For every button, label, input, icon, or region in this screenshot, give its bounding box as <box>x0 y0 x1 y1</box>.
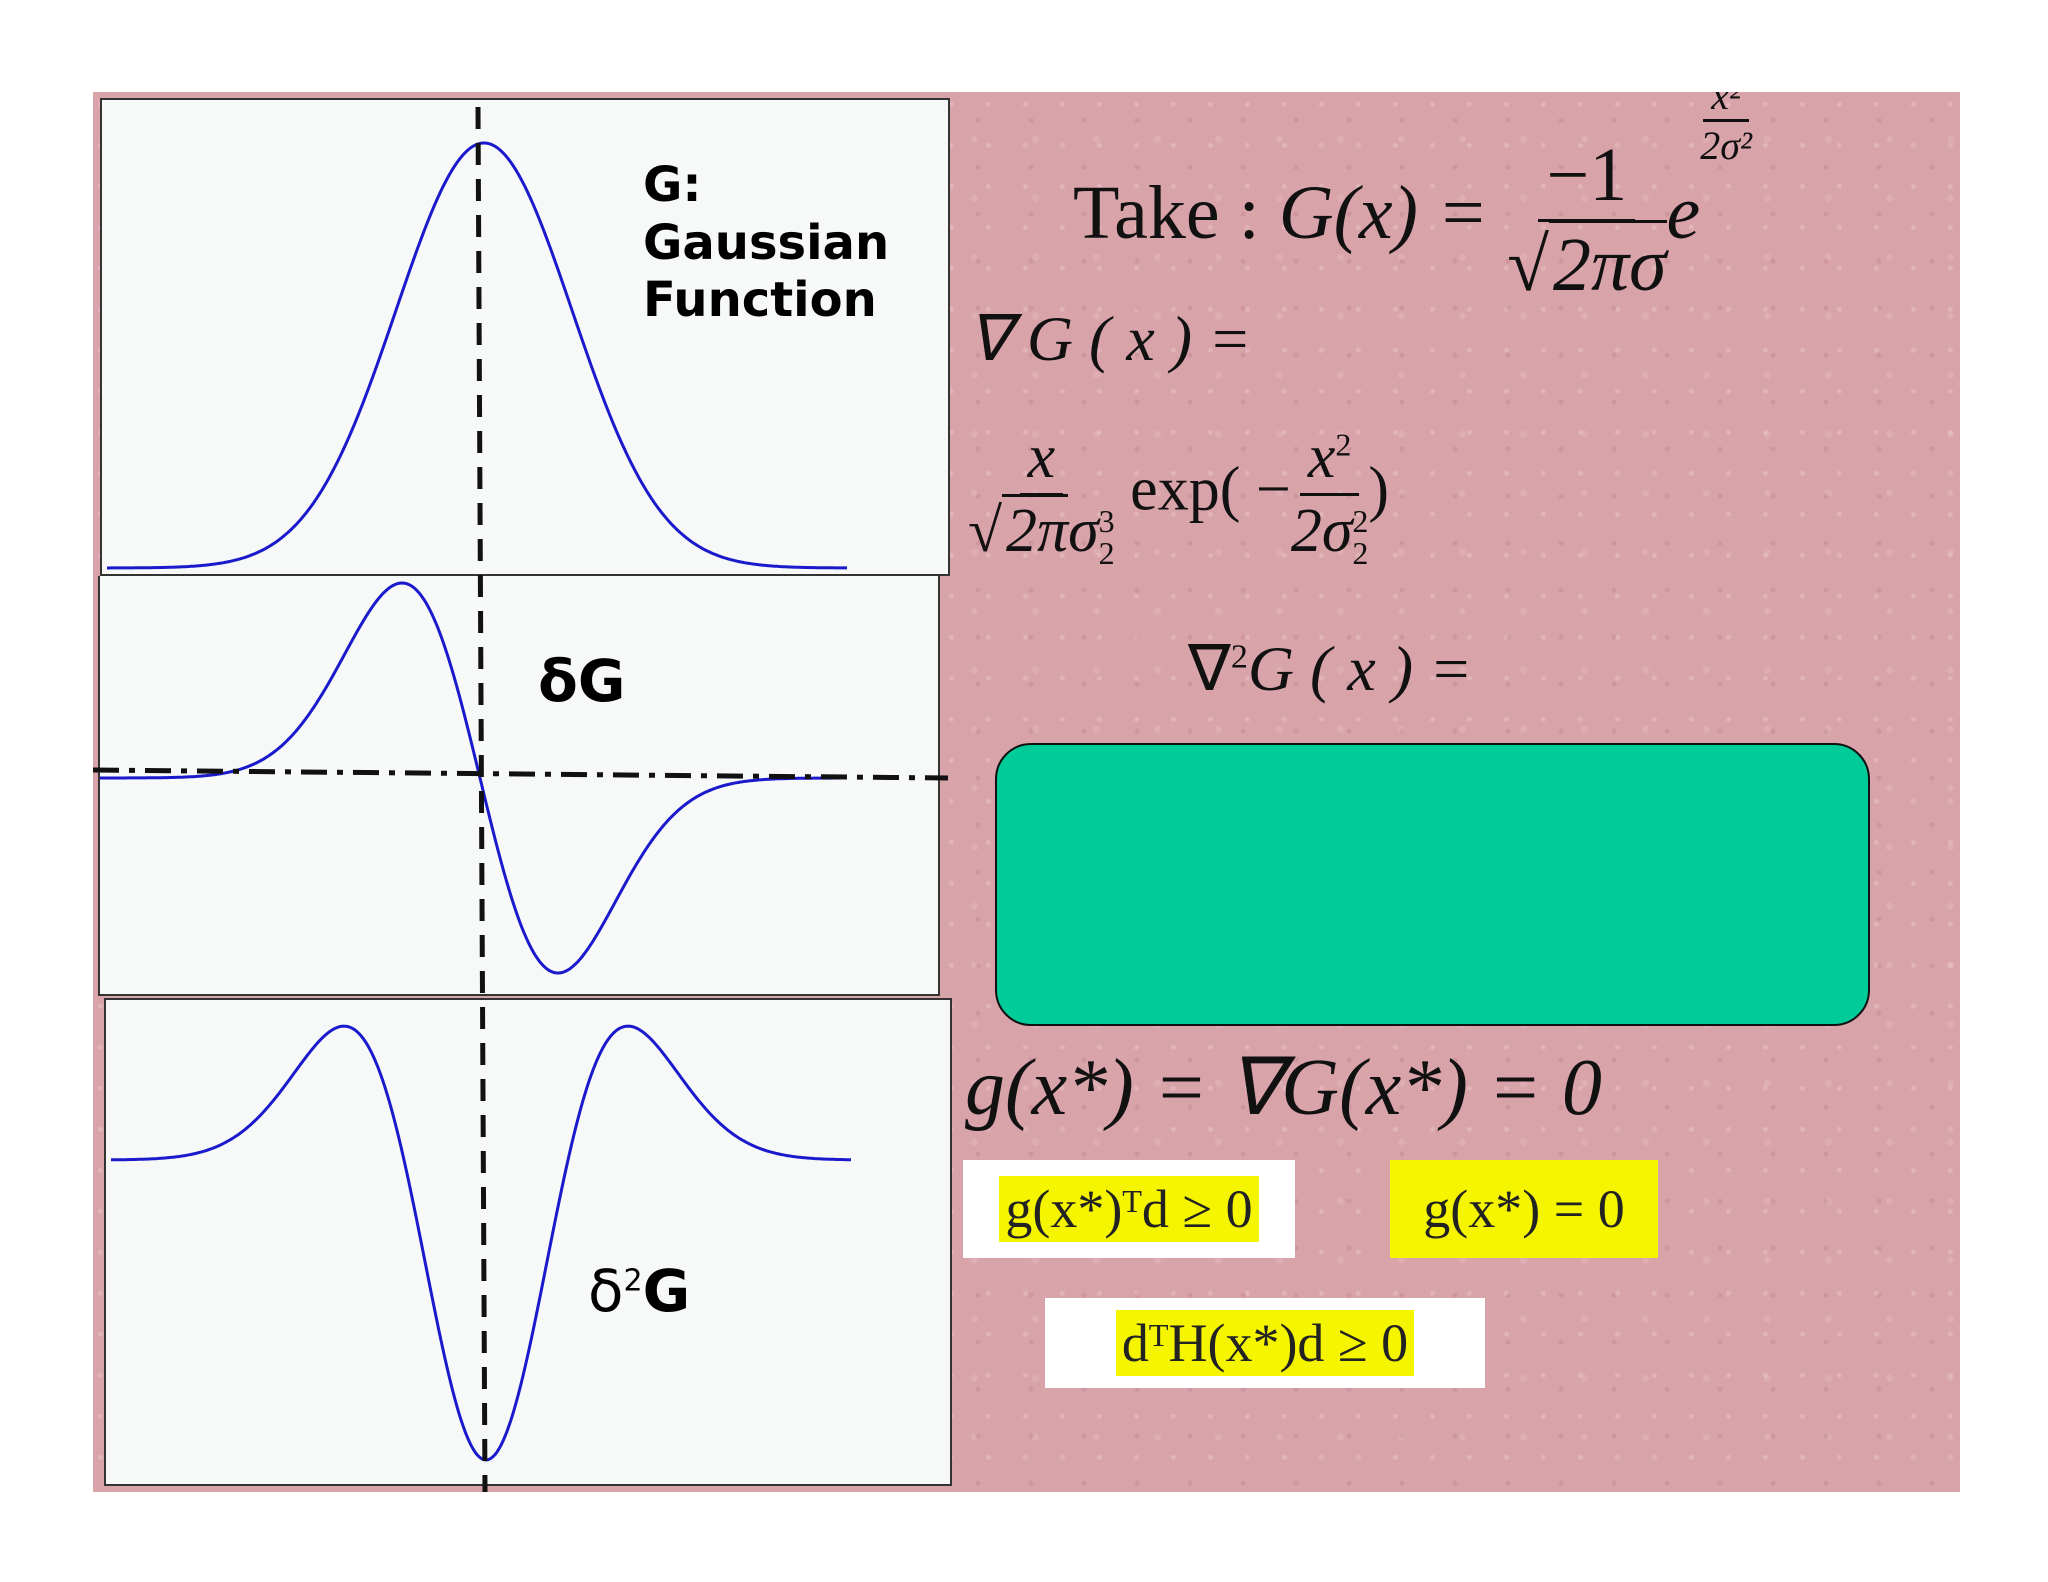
condition-gradient-zero: g(x*) = 0 <box>1423 1179 1625 1239</box>
gaussian-label-line3: Function <box>643 272 877 329</box>
condition-second-order: dᵀH(x*)d ≥ 0 <box>1115 1310 1415 1376</box>
gradient-exp-den-sup: 2 <box>1352 502 1369 539</box>
gradient-exp-num-x: x <box>1307 423 1336 491</box>
laplacian-nabla: ∇ <box>1188 633 1231 704</box>
take-exponent: x² 2σ² <box>1700 92 1752 169</box>
d2g-suffix: G <box>642 1257 691 1325</box>
gradient-label: ∇ G ( x ) = <box>968 303 1252 374</box>
answer-box <box>995 743 1870 1026</box>
take-lhs: G(x) = <box>1278 170 1508 255</box>
take-e: e <box>1666 170 1701 255</box>
first-derivative-curve <box>100 581 842 975</box>
take-prefix: Take : <box>1073 170 1279 255</box>
take-exponent-num: x² <box>1703 92 1749 122</box>
gradient-exp-den-base: 2σ <box>1290 497 1353 565</box>
gradient-den-sub: 2 <box>1098 534 1115 571</box>
laplacian-rest: G ( x ) = <box>1247 633 1473 704</box>
gaussian-label-line2: Gaussian <box>643 214 890 271</box>
take-denominator-root: 2πσ <box>1548 220 1667 307</box>
gaussian-plot <box>100 98 950 576</box>
gradient-exp-fraction: x2 2σ 2 2 <box>1291 422 1369 569</box>
gradient-denominator: √2πσ 3 2 <box>968 494 1115 571</box>
gradient-exp-num: x2 <box>1299 422 1360 496</box>
second-derivative-plot-svg <box>111 1024 851 1462</box>
take-numerator: −1 <box>1538 132 1636 222</box>
second-derivative-label: δ2G <box>588 1257 690 1327</box>
take-fraction: −1 √2πσ <box>1507 132 1667 309</box>
slide-background: G: Gaussian Function δG δ2G Take : G(x) … <box>93 92 1960 1492</box>
gaussian-definition: Take : G(x) = −1 √2πσ e x² 2σ² <box>1073 92 1752 309</box>
laplacian-sup: 2 <box>1230 638 1248 676</box>
first-derivative-label: δG <box>538 647 626 715</box>
gradient-numerator: x <box>1019 422 1064 496</box>
stationary-condition: g(x*) = ∇G(x*) = 0 <box>965 1044 1602 1132</box>
gradient-exp: exp( − <box>1130 455 1291 524</box>
d2g-sup: 2 <box>623 1263 643 1299</box>
second-derivative-plot <box>104 998 952 1486</box>
second-derivative-curve <box>111 1024 851 1462</box>
vertical-dashed-line <box>475 106 488 1492</box>
gradient-close: ) <box>1368 455 1390 524</box>
condition-first-order-highlight: g(x*)ᵀd ≥ 0 <box>963 1160 1295 1258</box>
d2g-prefix: δ <box>588 1257 624 1325</box>
gradient-den-sigma: σ <box>1068 497 1099 565</box>
condition-second-order-highlight: dᵀH(x*)d ≥ 0 <box>1045 1298 1485 1388</box>
condition-gradient-zero-highlight: g(x*) = 0 <box>1390 1160 1658 1258</box>
gradient-den-sup: 3 <box>1098 502 1115 539</box>
take-exponent-den: 2σ² <box>1700 123 1752 168</box>
gaussian-label-line1: G: <box>643 157 702 213</box>
gradient-exp-den: 2σ 2 2 <box>1291 496 1369 569</box>
condition-first-order: g(x*)ᵀd ≥ 0 <box>999 1176 1259 1242</box>
gradient-expression: x √2πσ 3 2 exp( − x2 2σ 2 2) <box>968 422 1389 569</box>
gradient-exp-den-sub: 2 <box>1352 534 1369 571</box>
laplacian-label: ∇2G ( x ) = <box>1188 632 1472 706</box>
gradient-exp-num-sup: 2 <box>1335 426 1352 463</box>
gradient-den-root: 2π <box>1002 494 1069 565</box>
gradient-fraction: x √2πσ 3 2 <box>968 422 1115 569</box>
first-derivative-plot <box>98 576 940 996</box>
reference-lines <box>93 106 949 1492</box>
gaussian-label: G: Gaussian Function <box>643 157 943 330</box>
take-denominator: √2πσ <box>1507 220 1667 309</box>
first-derivative-plot-svg <box>100 581 842 975</box>
horizontal-dash-dot-line <box>93 767 949 781</box>
